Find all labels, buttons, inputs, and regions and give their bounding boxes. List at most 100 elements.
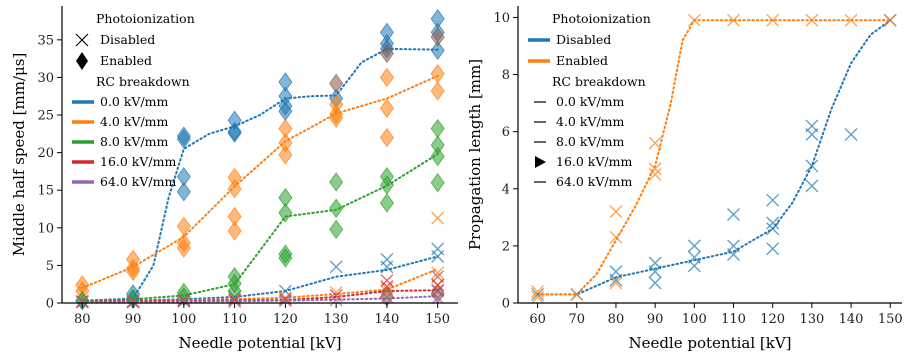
data-point-x <box>531 287 545 301</box>
data-point-x <box>687 259 701 273</box>
chart-1: 80 90 100 110 120 130 140 150 0 5 10 15 20 25 30 35 Need… <box>10 6 458 352</box>
data-point-x <box>431 211 445 225</box>
data-point-x <box>431 266 445 280</box>
data-point-x <box>727 247 741 261</box>
data-point-diamond <box>329 219 344 239</box>
y-tick-label: 8 <box>502 68 510 83</box>
legend-title-photoionization: Photoionization <box>96 11 195 26</box>
x-tick-label: 100 <box>171 312 196 327</box>
legend-label: Disabled <box>100 32 155 47</box>
legend-title-rc-breakdown: RC breakdown <box>552 74 646 89</box>
data-point-x <box>727 207 741 221</box>
y-tick-label: 35 <box>37 33 54 48</box>
data-point-x <box>766 13 780 27</box>
data-point-diamond <box>329 198 344 218</box>
data-point-diamond <box>176 129 191 149</box>
chart-2: 60 70 80 90 100 110 120 130 140 150 0 2 4 6 8 10 Needle … <box>466 6 903 352</box>
data-point-diamond <box>430 27 445 47</box>
x-tick-label: 150 <box>878 312 903 327</box>
legend-label: 16.0 kV/mm <box>100 154 176 169</box>
fit-curve <box>536 19 892 296</box>
fit-curve <box>81 74 439 289</box>
data-point-diamond <box>176 216 191 236</box>
legend-title-rc-breakdown: RC breakdown <box>96 74 190 89</box>
legend: Photoionization Disabled Enabled RC breakdo… <box>528 11 651 189</box>
data-point-x <box>609 205 623 219</box>
data-point-diamond <box>430 81 445 101</box>
data-point-x <box>380 279 394 293</box>
data-point-x <box>844 13 858 27</box>
y-tick-label: 2 <box>502 239 510 254</box>
data-point-diamond <box>430 40 445 61</box>
data-point-x <box>766 222 780 236</box>
x-tick-label: 140 <box>375 312 400 327</box>
legend-label: 4.0 kV/mm <box>100 114 169 129</box>
data-point-x <box>228 295 242 308</box>
legend-label: 8.0 kV/mm <box>100 134 169 149</box>
data-point-x <box>648 276 662 290</box>
y-axis-label: Middle half speed [mm/μs] <box>10 53 28 257</box>
x-tick-label: 80 <box>74 312 91 327</box>
data-point-diamond <box>329 108 344 128</box>
legend-marker-triangle <box>535 156 546 168</box>
x-axis-label: Needle potential [kV] <box>628 334 791 352</box>
y-tick-label: 6 <box>502 125 510 140</box>
data-point-x <box>687 13 701 27</box>
legend-label: Disabled <box>556 32 611 47</box>
y-axis-label: Propagation length [mm] <box>466 59 484 250</box>
data-point-x <box>766 216 780 230</box>
x-tick-label: 110 <box>222 312 247 327</box>
data-point-x <box>805 128 819 142</box>
data-point-x <box>75 295 89 309</box>
data-point-diamond <box>379 98 394 118</box>
fit-curve <box>81 153 439 302</box>
data-point-diamond <box>329 172 344 192</box>
legend: Photoionization Disabled Enabled RC breakdo… <box>72 11 195 189</box>
data-point-x <box>609 273 623 287</box>
data-point-diamond <box>430 146 445 167</box>
data-point-x <box>431 249 445 263</box>
data-point-x <box>570 287 584 301</box>
data-point-diamond <box>176 182 191 202</box>
y-tick-label: 25 <box>37 109 54 124</box>
data-point-diamond <box>379 127 394 148</box>
data-point-x <box>126 295 140 309</box>
data-point-x <box>648 136 662 150</box>
data-point-diamond <box>278 248 293 268</box>
data-point-x <box>228 293 242 307</box>
data-point-x <box>531 285 545 299</box>
data-point-x <box>177 295 191 308</box>
data-point-x <box>805 179 819 193</box>
x-tick-label: 90 <box>647 312 664 327</box>
data-point-x <box>278 291 292 305</box>
data-point-x <box>766 193 780 207</box>
y-tick-label: 10 <box>493 11 510 26</box>
data-point-diamond <box>227 221 242 241</box>
x-tick-label: 130 <box>324 312 349 327</box>
data-point-x <box>727 13 741 27</box>
fit-curve <box>81 289 439 303</box>
data-point-diamond <box>379 193 394 213</box>
data-point-diamond <box>278 145 293 165</box>
x-tick-label: 100 <box>682 312 707 327</box>
y-tick-label: 4 <box>502 182 510 197</box>
x-axis-label: Needle potential [kV] <box>178 334 341 352</box>
data-point-diamond <box>430 173 445 193</box>
data-point-diamond <box>227 179 242 199</box>
data-point-diamond <box>379 43 394 64</box>
data-point-x <box>329 293 343 307</box>
data-point-diamond <box>329 73 344 94</box>
legend-label: Enabled <box>556 53 608 68</box>
data-point-x <box>648 265 662 279</box>
legend-label: Enabled <box>100 53 152 68</box>
data-point-diamond <box>126 261 141 282</box>
data-point-x <box>883 13 897 27</box>
legend-label: 64.0 kV/mm <box>556 174 632 189</box>
y-tick-label: 30 <box>37 71 54 86</box>
data-point-x <box>380 273 394 287</box>
y-tick-label: 0 <box>502 297 510 312</box>
data-point-diamond <box>379 67 394 88</box>
data-point-x <box>687 239 701 253</box>
data-point-x <box>380 260 394 274</box>
y-tick-label: 10 <box>37 221 54 236</box>
